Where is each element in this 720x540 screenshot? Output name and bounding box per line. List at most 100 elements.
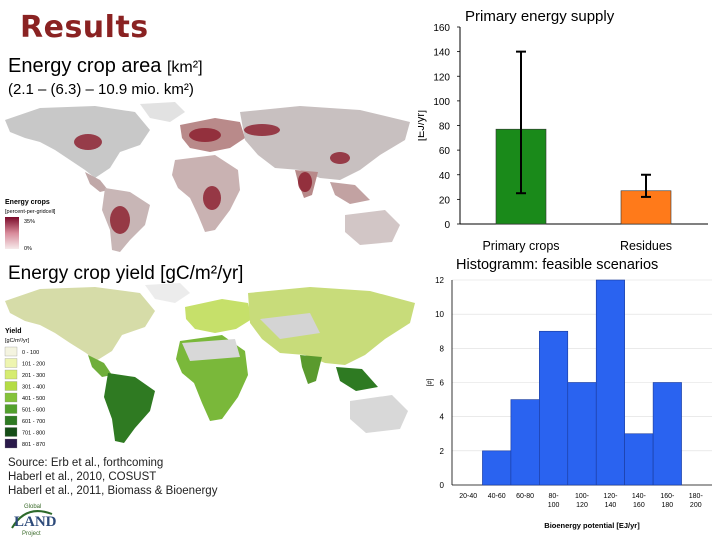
primary-energy-supply-chart: 0 20 40 60 80 100 120 140 160 [EJ/yr] Primary crop… <box>418 23 708 253</box>
energy-crop-yield-heading: Energy crop yield [gC/m²/yr] <box>8 263 244 284</box>
global-land-project-logo: Global LAND Project <box>11 504 57 537</box>
map2-legend-swatch <box>4 358 18 368</box>
chart1-ytick-label: 160 <box>433 23 450 34</box>
energy-crop-area-unit: [km²] <box>166 59 203 76</box>
chart2-category-label: 60-80 <box>516 493 534 500</box>
map2-legend-label: 201 - 300 <box>22 373 45 379</box>
source-line: Source: Erb et al., forthcoming <box>8 457 164 469</box>
map2-central-asia <box>260 313 320 339</box>
map1-central-america <box>85 172 108 192</box>
map2-legend-title: Yield <box>5 328 21 335</box>
logo-swoosh <box>11 510 53 529</box>
map2-se-asia <box>336 367 378 391</box>
energy-crop-area-range: (2.1 – (6.3) – 10.9 mio. km²) <box>8 81 194 98</box>
energy-crop-area-map: Energy crops [percent-per-gridcell] 35% … <box>5 102 410 252</box>
chart2-ytick-label: 6 <box>440 379 445 388</box>
map1-hotspots <box>74 124 350 234</box>
map1-legend-title: Energy crops <box>5 199 50 206</box>
chart1-ylabel: [EJ/yr] <box>418 110 427 141</box>
chart2-ylabel: [#] <box>427 379 434 387</box>
energy-crop-area-label: Energy crop area <box>8 55 162 77</box>
map2-legend: Yield [gC/m²/yr] 0 - 100 101 - 200 201 - 3… <box>4 328 45 449</box>
chart1-ytick-label: 100 <box>433 97 450 108</box>
chart2-ytick-label: 0 <box>440 481 445 490</box>
chart2-ytick-label: 8 <box>440 344 445 353</box>
map2-australia <box>350 395 408 433</box>
map1-legend-max: 35% <box>24 219 35 225</box>
chart1-ytick-label: 20 <box>439 195 451 206</box>
map2-legend-label: 601 - 700 <box>22 419 45 425</box>
histogram-title: Histogramm: feasible scenarios <box>456 257 659 273</box>
chart1-ytick-label: 60 <box>439 146 451 157</box>
map2-south-america <box>104 373 155 443</box>
logo-top-text: Global <box>24 504 41 510</box>
chart2-bar <box>567 382 597 486</box>
chart2-ytick-label: 10 <box>435 310 444 319</box>
map2-greenland <box>145 283 190 303</box>
map2-legend-label: 101 - 200 <box>22 362 45 368</box>
chart2-category-label: 160-180 <box>660 493 675 509</box>
chart2-ytick-label: 4 <box>440 413 445 422</box>
map1-se-asia <box>330 182 370 204</box>
logo-main-text: LAND <box>14 514 57 530</box>
map2-legend-swatch <box>4 369 18 380</box>
map2-europe <box>185 299 252 333</box>
chart2-bar <box>624 433 654 486</box>
map2-legend-swatch <box>4 392 18 403</box>
map2-asia <box>248 287 415 365</box>
map1-australia <box>345 210 400 245</box>
map2-legend-swatch <box>4 381 18 391</box>
chart2-category-label: 140-160 <box>632 493 647 509</box>
map1-asia <box>240 106 410 180</box>
primary-energy-chart-title: Primary energy supply <box>465 8 615 25</box>
chart2-category-label: 20-40 <box>459 493 477 500</box>
chart2-category-label: 120-140 <box>603 493 618 509</box>
map1-legend-gradient <box>5 217 19 249</box>
map2-legend-swatch <box>4 346 18 357</box>
map2-legend-swatch <box>4 404 18 414</box>
chart2-bar <box>595 279 625 486</box>
chart1-category-label: Primary crops <box>482 239 559 253</box>
chart1-ytick-label: 120 <box>433 72 450 83</box>
chart2-bar <box>652 382 682 486</box>
map2-legend-label: 301 - 400 <box>22 385 45 391</box>
chart1-ytick-label: 40 <box>439 171 451 182</box>
chart2-category-label: 180-200 <box>689 493 704 509</box>
map2-legend-label: 801 - 870 <box>22 442 45 448</box>
source-line: Haberl et al., 2011, Biomass & Bioenergy <box>8 485 218 497</box>
map2-legend-swatch <box>4 415 18 426</box>
chart2-ytick-label: 2 <box>440 447 445 456</box>
chart1-ytick-label: 140 <box>433 48 450 59</box>
map2-india <box>300 355 322 384</box>
chart2-xlabel: Bioenergy potential [EJ/yr] <box>544 521 640 530</box>
map2-north-america <box>5 287 155 361</box>
chart2-bar <box>539 330 569 486</box>
map2-legend-swatch <box>4 427 18 437</box>
map1-greenland <box>140 102 185 122</box>
map2-legend-label: 501 - 600 <box>22 408 45 414</box>
source-citations: Source: Erb et al., forthcoming Haberl e… <box>8 456 217 498</box>
map2-legend-swatch <box>4 438 18 449</box>
map2-legend-subtitle: [gC/m²/yr] <box>5 338 30 344</box>
chart1-ytick-label: 80 <box>439 122 451 133</box>
map2-legend-label: 701 - 800 <box>22 431 45 437</box>
chart2-category-label: 40-60 <box>488 493 506 500</box>
chart1-ytick-label: 0 <box>444 220 450 231</box>
chart2-ytick-label: 12 <box>435 276 444 285</box>
energy-crop-area-heading: Energy crop area [km²] <box>8 55 203 78</box>
logo-bottom-text: Project <box>22 531 41 537</box>
chart2-category-label: 100-120 <box>575 493 590 509</box>
energy-crop-yield-map: Yield [gC/m²/yr] 0 - 100 101 - 200 201 - 3… <box>4 283 415 449</box>
map1-legend-min: 0% <box>24 246 32 252</box>
map2-sahara <box>182 339 240 361</box>
map1-legend-subtitle: [percent-per-gridcell] <box>5 209 56 215</box>
source-line: Haberl et al., 2010, COSUST <box>8 471 157 483</box>
map2-legend-label: 401 - 500 <box>22 396 45 402</box>
chart2-category-label: 80-100 <box>548 493 560 509</box>
map2-legend-label: 0 - 100 <box>22 350 39 356</box>
chart2-bar <box>510 399 540 486</box>
feasible-scenarios-histogram: 0 2 4 6 8 10 12 [#] 20-40 40-60 60-80 80-100 100-120… <box>427 276 712 530</box>
slide-title: Results <box>20 10 149 45</box>
chart2-bar <box>482 450 512 486</box>
chart1-category-label: Residues <box>620 239 672 253</box>
